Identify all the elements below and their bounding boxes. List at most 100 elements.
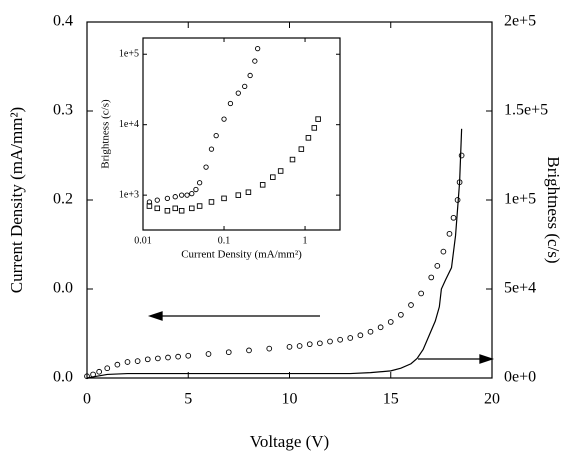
square-marker	[315, 116, 321, 122]
circle-marker	[165, 354, 171, 361]
x-tick-label: 15	[383, 391, 399, 408]
circle-marker	[296, 343, 303, 349]
y2-tick-label: 1e+5	[504, 191, 536, 208]
main-chart: 0 5 10 15 20 0.0 0.0 0.2 0.3 0.4 0e+0 5e+4 1e+5 1.5e+…	[7, 13, 563, 451]
square-marker	[178, 208, 185, 214]
square-marker	[289, 156, 296, 163]
circle-marker	[367, 328, 374, 335]
square-marker	[305, 135, 312, 141]
circle-marker	[134, 358, 141, 364]
arrows	[147, 311, 495, 364]
y2-tick-label: 1.5e+5	[504, 102, 548, 119]
circle-marker	[458, 152, 465, 159]
square-marker	[196, 203, 203, 209]
circle-marker	[164, 195, 171, 202]
y-tick-label: 1e+4	[119, 119, 139, 130]
square-marker	[311, 125, 318, 131]
y-axis-label: Current Density (mA/mm²)	[7, 107, 26, 293]
circle-marker	[377, 324, 384, 331]
circle-marker	[114, 361, 121, 368]
circle-marker	[428, 274, 435, 281]
y-tick-label: 0.0	[53, 369, 73, 386]
x-axis-label: Current Density (mA/mm²)	[181, 249, 302, 261]
circle-marker	[144, 356, 151, 363]
circle-marker	[185, 352, 192, 359]
circle-marker	[286, 344, 293, 350]
circle-marker	[242, 83, 248, 90]
x-tick-label: 20	[484, 391, 500, 408]
square-marker	[277, 168, 284, 174]
circle-marker	[96, 368, 103, 375]
y-tick-label: 0.0	[53, 280, 73, 297]
square-marker	[146, 203, 153, 209]
square-marker	[208, 199, 215, 205]
y2-axis-label: Brightness (c/s)	[544, 156, 563, 263]
y-tick-label: 1e+3	[119, 189, 139, 200]
square-marker	[270, 174, 276, 180]
circle-marker	[254, 46, 261, 52]
circle-marker	[104, 365, 111, 372]
square-marker	[154, 205, 161, 212]
circle-marker	[440, 248, 447, 255]
circle-marker	[306, 341, 313, 348]
y2-tick-label: 5e+4	[504, 280, 536, 297]
circle-marker	[196, 180, 203, 186]
y2-tick-label: 0e+0	[504, 369, 536, 386]
square-marker	[245, 189, 252, 195]
plot-frame	[142, 37, 341, 231]
circle-marker	[450, 214, 457, 221]
inset-background	[95, 28, 344, 260]
circle-marker	[327, 338, 333, 345]
circle-marker	[203, 164, 209, 170]
right-arrow-head	[479, 354, 495, 364]
square-marker	[164, 208, 171, 214]
circle-marker	[227, 100, 234, 107]
x-tick-label: 0.01	[134, 235, 152, 246]
square-marker	[189, 205, 195, 212]
brightness-line	[86, 128, 463, 379]
square-marker	[172, 205, 178, 212]
x-axis-label: Voltage (V)	[250, 432, 329, 451]
y-tick-label: 0.2	[53, 191, 73, 208]
x-tick-label: 5	[184, 391, 192, 408]
y-tick-label: 1e+5	[119, 49, 139, 60]
x-tick-label: 10	[282, 391, 298, 408]
circle-marker	[221, 116, 227, 122]
circle-marker	[357, 332, 364, 339]
y-tick-label: 0.4	[53, 13, 73, 30]
circle-marker	[347, 335, 354, 341]
inset-chart: 0.01 0.1 1 1e+3 1e+4 1e+5 Current Density (mA/…	[95, 28, 344, 261]
y2-tick-label: 2e+5	[504, 13, 536, 30]
circle-marker	[189, 190, 195, 197]
circle-marker	[246, 347, 252, 354]
x-tick-label: 0	[83, 391, 91, 408]
circle-marker	[84, 373, 90, 380]
circle-marker	[408, 302, 414, 308]
circle-marker	[179, 192, 185, 198]
circle-marker	[446, 230, 453, 237]
y-axis-label: Brightness (c/s)	[100, 99, 112, 169]
circle-marker	[205, 351, 212, 357]
circle-marker	[124, 359, 131, 365]
circle-marker	[172, 194, 178, 200]
circle-marker	[247, 72, 253, 79]
square-marker	[235, 192, 242, 198]
x-tick-label: 1	[303, 235, 308, 246]
square-marker	[298, 146, 305, 152]
circle-marker	[208, 146, 215, 152]
circle-marker	[398, 311, 404, 318]
circle-marker	[154, 197, 160, 203]
circle-marker	[213, 132, 219, 139]
circle-marker	[434, 263, 441, 269]
y-tick-label: 0.3	[53, 102, 73, 119]
circle-marker	[225, 349, 232, 356]
circle-marker	[175, 353, 181, 360]
circle-marker	[418, 290, 424, 297]
circle-marker	[387, 319, 394, 325]
circle-marker	[155, 355, 161, 362]
left-arrow-head	[147, 311, 163, 321]
circle-marker	[235, 90, 241, 96]
circle-marker	[317, 340, 323, 347]
circle-marker	[337, 336, 343, 343]
